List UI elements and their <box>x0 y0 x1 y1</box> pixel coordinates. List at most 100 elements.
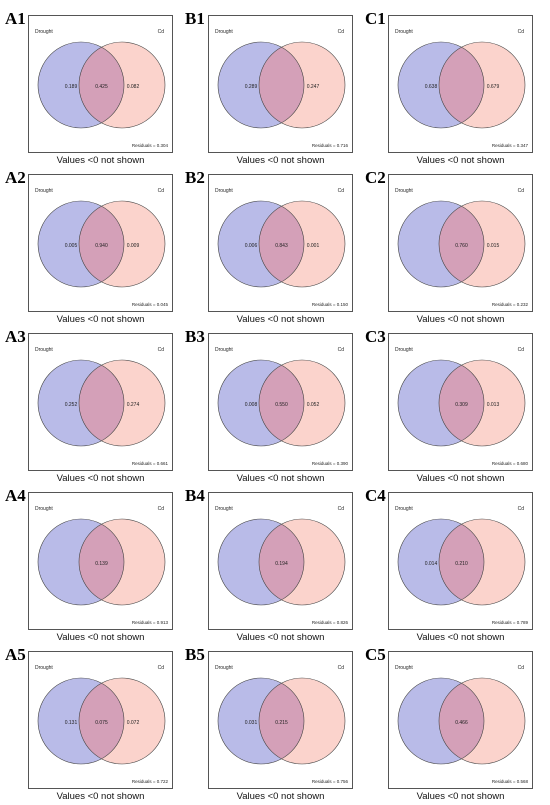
overlap-region <box>439 201 484 287</box>
venn-frame: Drought Cd 0.289 0.247 Residuals = 0.716 <box>208 15 353 153</box>
drought-only-value: 0.131 <box>65 720 78 726</box>
cd-outline <box>438 41 526 129</box>
shared-value: 0.309 <box>455 402 468 408</box>
caption: Values <0 not shown <box>416 155 505 166</box>
overlap-region <box>259 201 304 287</box>
venn-svg: Drought Cd 0.139 Residuals = 0.913 <box>35 506 168 625</box>
venn-svg: Drought Cd 0.289 0.247 Residuals = 0.716 <box>215 29 349 148</box>
cd-only-value: 0.001 <box>307 243 320 249</box>
drought-label: Drought <box>215 347 233 353</box>
venn-panel-a4: A4 Drought Cd 0.139 Residuals = 0.913 Values … <box>5 487 187 646</box>
shared-value: 0.550 <box>275 402 288 408</box>
cd-label: Cd <box>338 506 345 512</box>
caption: Values <0 not shown <box>56 632 145 643</box>
drought-outline <box>217 41 305 129</box>
venn-svg: Drought Cd 0.760 0.015 Residuals = 0.232 <box>395 188 528 307</box>
drought-outline <box>37 41 125 129</box>
venn-frame: Drought Cd 0.252 0.274 Residuals = 0.661 <box>28 333 173 471</box>
venn-svg: Drought Cd 0.638 0.679 Residuals = 0.347 <box>395 29 528 148</box>
venn-panel-a5: A5 Drought Cd 0.131 0.075 0.072 Residuals = 0.… <box>5 646 187 805</box>
caption: Values <0 not shown <box>56 473 145 484</box>
caption: Values <0 not shown <box>56 314 145 325</box>
cd-outline <box>438 518 526 606</box>
overlap-region <box>79 201 124 287</box>
panel-label: C3 <box>365 327 386 346</box>
panel-label: B3 <box>185 327 205 346</box>
panel-label: B2 <box>185 168 205 187</box>
venn-panel-c3: C3 Drought Cd 0.309 0.013 Residuals = 0.680 Va… <box>365 328 547 487</box>
drought-outline <box>217 359 305 447</box>
cd-label: Cd <box>338 665 345 671</box>
cd-only-value: 0.072 <box>127 720 140 726</box>
drought-only-value: 0.289 <box>245 84 258 90</box>
residuals-label: Residuals = 0.150 <box>312 302 349 307</box>
drought-label: Drought <box>35 29 53 35</box>
residuals-label: Residuals = 0.716 <box>312 143 349 148</box>
cd-label: Cd <box>338 347 345 353</box>
caption: Values <0 not shown <box>416 314 505 325</box>
panel-label: B4 <box>185 486 205 505</box>
caption: Values <0 not shown <box>236 473 325 484</box>
cd-outline <box>78 518 166 606</box>
shared-value: 0.139 <box>95 561 108 567</box>
cd-outline <box>258 359 346 447</box>
drought-label: Drought <box>215 29 233 35</box>
cd-outline <box>438 359 526 447</box>
venn-panel-c4: C4 Drought Cd 0.014 0.210 Residuals = 0.789 Va… <box>365 487 547 646</box>
venn-svg: Drought Cd 0.194 Residuals = 0.826 <box>215 506 349 625</box>
cd-only-value: 0.274 <box>127 402 140 408</box>
venn-panel-b2: B2 Drought Cd 0.006 0.843 0.001 Residuals = 0.… <box>185 169 367 328</box>
venn-panel-a3: A3 Drought Cd 0.252 0.274 Residuals = 0.661 Va… <box>5 328 187 487</box>
cd-only-value: 0.015 <box>487 243 500 249</box>
venn-panel-c5: C5 Drought Cd 0.466 Residuals = 0.568 Values … <box>365 646 547 805</box>
residuals-label: Residuals = 0.390 <box>312 461 349 466</box>
panel-label: C2 <box>365 168 386 187</box>
residuals-label: Residuals = 0.789 <box>492 620 529 625</box>
cd-label: Cd <box>158 188 165 194</box>
cd-label: Cd <box>158 29 165 35</box>
cd-label: Cd <box>518 29 525 35</box>
drought-outline <box>37 200 125 288</box>
panel-label: B1 <box>185 9 205 28</box>
drought-label: Drought <box>215 188 233 194</box>
drought-outline <box>37 518 125 606</box>
drought-label: Drought <box>395 506 413 512</box>
venn-svg: Drought Cd 0.006 0.843 0.001 Residuals = 0.15… <box>215 188 349 307</box>
cd-outline <box>258 677 346 765</box>
drought-label: Drought <box>35 506 53 512</box>
cd-label: Cd <box>518 347 525 353</box>
cd-label: Cd <box>338 188 345 194</box>
overlap-region <box>439 42 484 128</box>
venn-panel-a1: A1 Drought Cd 0.189 0.425 0.082 Residuals = 0.… <box>5 10 187 169</box>
drought-outline <box>37 359 125 447</box>
drought-only-value: 0.006 <box>245 243 258 249</box>
shared-value: 0.466 <box>455 720 468 726</box>
cd-label: Cd <box>158 665 165 671</box>
drought-outline <box>37 677 125 765</box>
panel-label: C4 <box>365 486 386 505</box>
venn-frame: Drought Cd 0.189 0.425 0.082 Residuals = 0.30… <box>28 15 173 153</box>
venn-frame: Drought Cd 0.014 0.210 Residuals = 0.789 <box>388 492 533 630</box>
residuals-label: Residuals = 0.826 <box>312 620 349 625</box>
venn-frame: Drought Cd 0.466 Residuals = 0.568 <box>388 651 533 789</box>
shared-value: 0.940 <box>95 243 108 249</box>
overlap-region <box>259 678 304 764</box>
drought-label: Drought <box>215 665 233 671</box>
drought-label: Drought <box>395 347 413 353</box>
venn-frame: Drought Cd 0.194 Residuals = 0.826 <box>208 492 353 630</box>
venn-svg: Drought Cd 0.466 Residuals = 0.568 <box>395 665 528 784</box>
venn-svg: Drought Cd 0.031 0.215 Residuals = 0.756 <box>215 665 348 784</box>
venn-svg: Drought Cd 0.014 0.210 Residuals = 0.789 <box>395 506 529 625</box>
panel-label: C1 <box>365 9 386 28</box>
cd-only-value: 0.679 <box>487 84 500 90</box>
shared-value: 0.075 <box>95 720 108 726</box>
overlap-region <box>259 519 304 605</box>
venn-frame: Drought Cd 0.031 0.215 Residuals = 0.756 <box>208 651 353 789</box>
shared-value: 0.210 <box>455 561 468 567</box>
cd-outline <box>258 41 346 129</box>
panel-label: A1 <box>5 9 26 28</box>
cd-outline <box>438 677 526 765</box>
venn-panel-b5: B5 Drought Cd 0.031 0.215 Residuals = 0.756 Va… <box>185 646 367 805</box>
drought-label: Drought <box>35 347 53 353</box>
cd-outline <box>78 677 166 765</box>
